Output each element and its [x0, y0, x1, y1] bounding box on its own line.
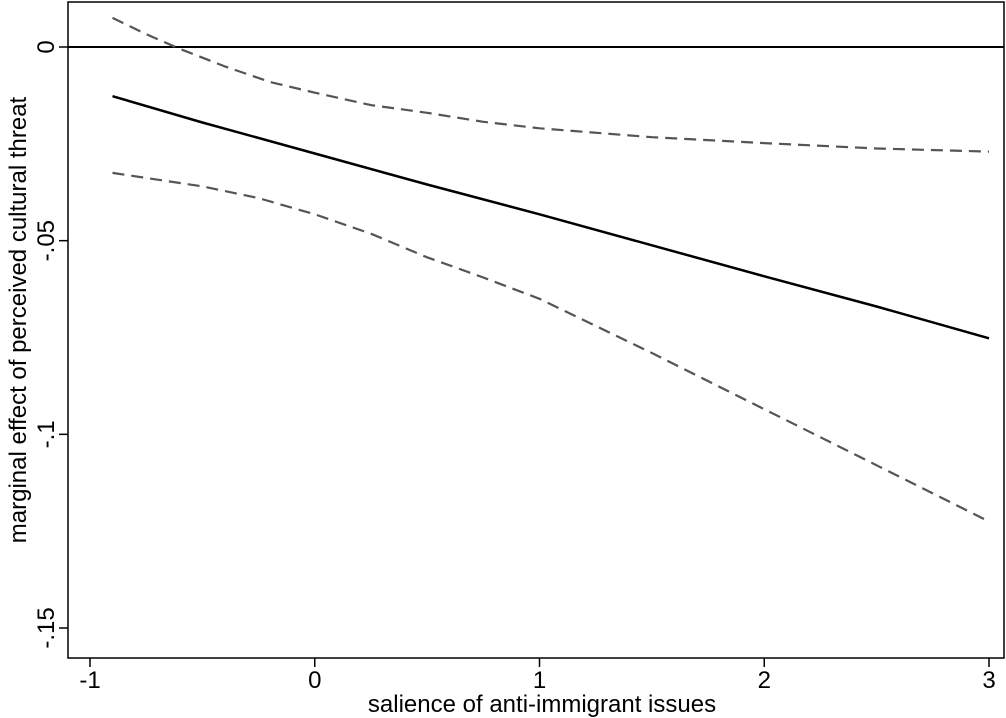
axis-layer: -1 0 1 2 3 -.15 -.1 -.05 0: [33, 40, 996, 694]
marginal-effect-line: [112, 95, 990, 340]
plot-frame: [67, 1, 1005, 659]
y-tick-label: -.1: [33, 420, 60, 448]
y-tick-label: -.15: [33, 607, 60, 648]
data-layer: [68, 16, 1004, 523]
y-tick-label: -.05: [33, 220, 60, 261]
lower-confidence-bound-line: [112, 171, 990, 523]
y-tick-label: 0: [33, 40, 60, 53]
y-axis-title: marginal effect of perceived cultural th…: [5, 96, 32, 543]
x-tick-label: -1: [79, 667, 100, 694]
upper-confidence-bound-line: [112, 16, 990, 153]
x-axis-title: salience of anti-immigrant issues: [368, 691, 716, 718]
x-tick-label: 3: [982, 667, 995, 694]
x-tick-label: 2: [758, 667, 771, 694]
x-tick-label: 1: [533, 667, 546, 694]
x-tick-label: 0: [308, 667, 321, 694]
